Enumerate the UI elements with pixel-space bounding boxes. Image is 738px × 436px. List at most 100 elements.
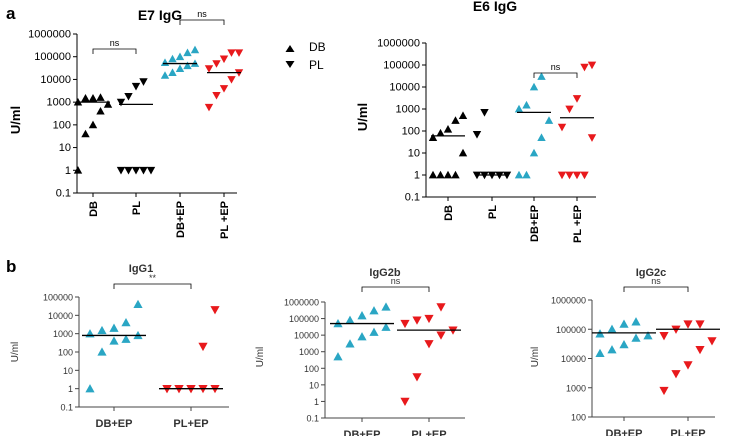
chart-title: E6 IgG	[473, 0, 517, 14]
x-category-label: PL	[487, 205, 499, 219]
legend: DB PL	[285, 40, 326, 72]
data-point	[529, 148, 539, 157]
data-point	[121, 334, 131, 343]
significance-bracket	[113, 283, 192, 289]
data-point	[139, 166, 148, 175]
y-tick-label: 10000	[48, 311, 73, 321]
data-point	[109, 323, 119, 332]
data-point	[400, 319, 410, 329]
data-point	[514, 104, 524, 113]
y-tick-label: 100	[58, 348, 73, 358]
data-point	[451, 116, 460, 124]
data-point	[631, 333, 641, 342]
data-point	[572, 95, 582, 103]
data-point	[572, 171, 582, 180]
significance-bracket	[361, 286, 430, 292]
chart-e6: E6 IgG U/ml 0.1 1 10 100 1000 10000 100000 100000…	[355, 0, 597, 243]
data-point	[458, 148, 468, 157]
data-point	[544, 116, 554, 124]
data-point	[81, 129, 90, 138]
significance-bracket	[92, 48, 137, 54]
data-point	[227, 76, 236, 84]
data-point	[204, 103, 214, 112]
significance-bracket	[179, 19, 225, 25]
data-point	[175, 52, 185, 61]
panel-label-b: b	[6, 257, 16, 276]
data-point	[121, 318, 131, 327]
data-point	[133, 299, 143, 308]
data-point	[565, 171, 574, 180]
y-tick-label: 1000000	[284, 298, 319, 308]
data-point	[480, 109, 489, 117]
data-point	[175, 64, 185, 72]
y-tick-label: 100	[304, 364, 319, 374]
chart-title: IgG1	[129, 263, 153, 275]
legend-label-pl: PL	[309, 58, 324, 72]
chart-igg1: IgG1 U/ml 0.1 1 10 100 1000 10000 100000 DB+EP PL+…	[10, 263, 229, 430]
data-point	[227, 49, 236, 57]
x-category-label: DB+EP	[344, 429, 381, 436]
data-point	[443, 125, 453, 133]
y-tick-label: 100	[571, 413, 586, 423]
data-point	[557, 123, 567, 132]
data-point	[124, 166, 133, 175]
y-axis-label: U/ml	[255, 347, 266, 368]
y-tick-label: 1000000	[377, 38, 420, 50]
y-tick-label: 100000	[556, 325, 586, 335]
y-tick-label: 1000	[53, 329, 73, 339]
data-point	[607, 324, 617, 333]
y-axis-label: U/ml	[355, 103, 370, 131]
data-point	[428, 133, 438, 141]
data-point	[85, 384, 95, 393]
data-point	[412, 316, 422, 325]
x-category-label: DB+EP	[606, 428, 643, 436]
x-category-label: DB+EP	[96, 418, 133, 430]
data-point	[412, 373, 422, 382]
y-tick-label: 0.1	[60, 403, 73, 413]
data-point	[345, 315, 355, 324]
data-point	[436, 303, 446, 312]
significance-label: **	[149, 273, 157, 283]
data-point	[659, 386, 669, 396]
data-point	[198, 342, 208, 352]
data-point	[96, 93, 105, 101]
data-point	[424, 314, 434, 324]
data-point	[381, 322, 391, 331]
data-point	[210, 306, 220, 315]
significance-label: ns	[110, 38, 120, 48]
data-point	[537, 133, 546, 141]
data-point	[88, 120, 98, 129]
significance-label: ns	[197, 9, 207, 19]
data-point	[565, 105, 574, 114]
chart-title: IgG2b	[369, 267, 400, 279]
y-tick-label: 100	[402, 126, 420, 138]
y-tick-label: 0.1	[306, 414, 319, 424]
data-point	[160, 58, 170, 66]
x-category-label: PL+EP	[173, 418, 208, 430]
y-tick-label: 10000	[40, 74, 71, 86]
data-point	[522, 100, 531, 109]
data-point	[683, 320, 693, 329]
data-point	[131, 166, 141, 175]
y-tick-label: 10	[309, 380, 319, 390]
y-tick-label: 1	[314, 397, 319, 407]
x-category-label: PL+EP	[411, 429, 446, 436]
data-point	[212, 60, 221, 68]
data-point	[695, 320, 705, 329]
x-category-label: DB	[88, 201, 100, 217]
data-point	[97, 325, 107, 335]
data-point	[428, 170, 438, 179]
y-tick-label: 100	[53, 119, 71, 131]
x-category-label: PL	[131, 201, 143, 215]
data-point	[557, 171, 567, 180]
y-tick-label: 10	[63, 366, 73, 376]
data-point	[212, 91, 221, 100]
data-point	[400, 397, 410, 407]
panel-label-a: a	[6, 4, 16, 23]
data-point	[369, 306, 379, 315]
x-category-label: DB+EP	[529, 205, 541, 242]
data-point	[345, 339, 355, 348]
x-category-label: PL+EP	[670, 428, 705, 436]
data-point	[683, 361, 693, 370]
